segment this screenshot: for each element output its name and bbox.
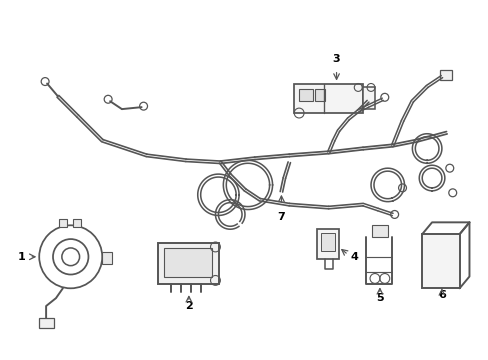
Bar [421, 234, 459, 288]
Text: 1: 1 [18, 252, 25, 262]
Bar [73, 219, 81, 227]
Bar [299, 89, 312, 101]
Text: 3: 3 [332, 54, 340, 64]
Bar [59, 219, 67, 227]
Bar [39, 318, 54, 328]
Text: 2: 2 [184, 301, 192, 311]
Bar [102, 252, 112, 264]
Text: 6: 6 [437, 290, 445, 300]
Bar [363, 87, 374, 109]
Bar [158, 243, 219, 284]
Bar [164, 248, 211, 278]
Text: 4: 4 [349, 252, 358, 262]
Bar [316, 229, 338, 259]
Bar [320, 233, 334, 251]
Text: 7: 7 [277, 212, 285, 221]
Text: 5: 5 [375, 293, 383, 303]
Bar [371, 225, 387, 237]
Bar [294, 84, 363, 113]
Bar [314, 89, 324, 101]
Bar [439, 70, 451, 80]
